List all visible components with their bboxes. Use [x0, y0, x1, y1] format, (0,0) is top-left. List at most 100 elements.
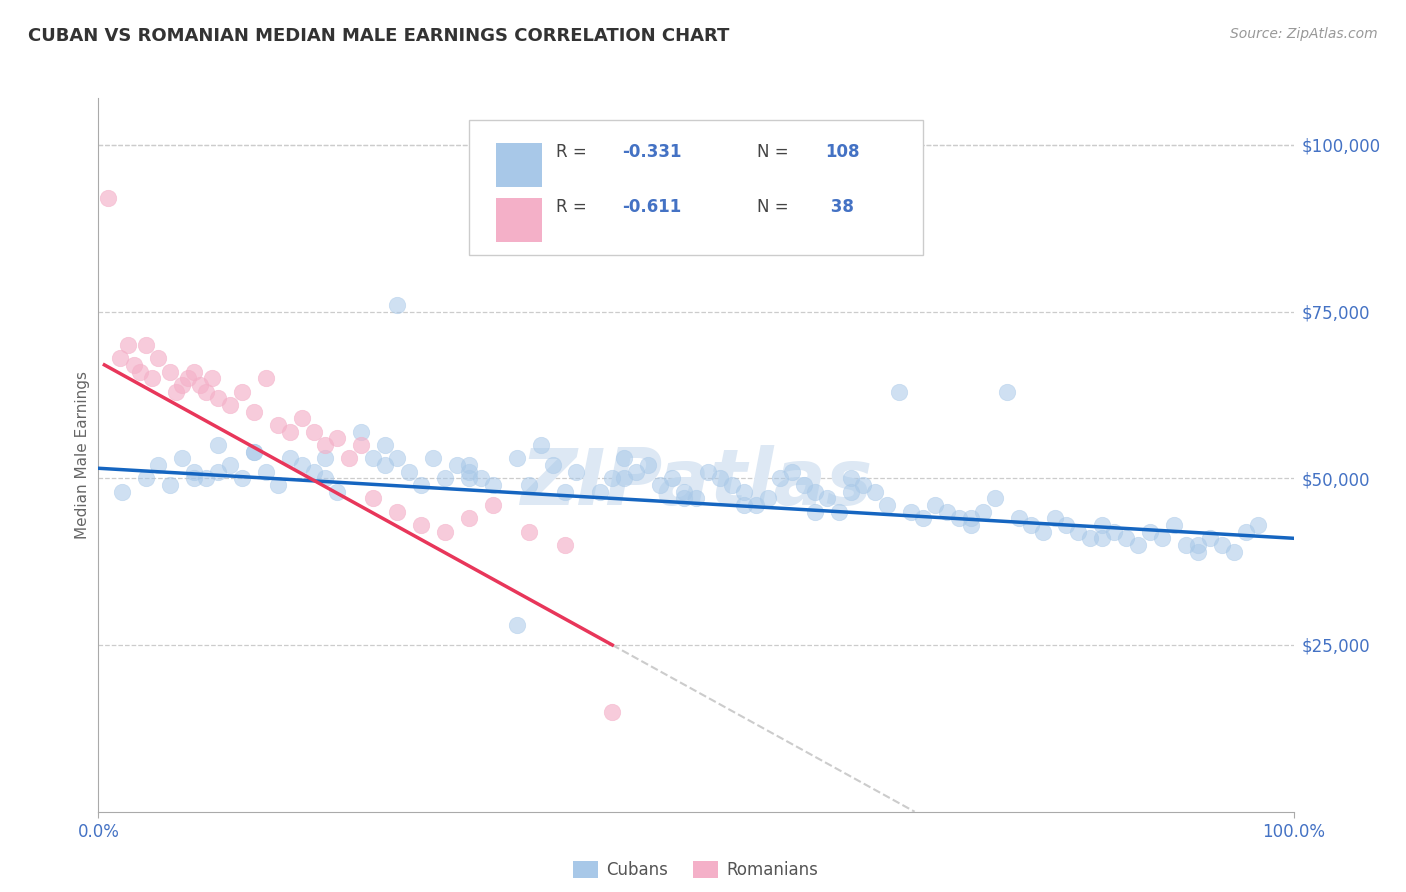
- Point: [506, 618, 529, 632]
- Point: [172, 377, 194, 392]
- Point: [385, 298, 409, 312]
- Point: [780, 465, 803, 479]
- Point: [194, 471, 218, 485]
- Point: [804, 505, 827, 519]
- Point: [959, 511, 981, 525]
- Point: [231, 384, 253, 399]
- Point: [433, 471, 456, 485]
- Point: [207, 391, 229, 405]
- Point: [1102, 524, 1125, 539]
- Point: [231, 471, 253, 485]
- Point: [243, 444, 266, 458]
- FancyBboxPatch shape: [496, 198, 541, 243]
- Point: [350, 438, 373, 452]
- FancyBboxPatch shape: [470, 120, 922, 255]
- Point: [481, 498, 505, 512]
- Point: [745, 498, 768, 512]
- Point: [411, 478, 433, 492]
- Point: [148, 351, 170, 366]
- Point: [315, 471, 337, 485]
- Point: [648, 478, 672, 492]
- Point: [1007, 511, 1029, 525]
- Point: [602, 471, 624, 485]
- Point: [97, 191, 120, 205]
- Point: [1054, 518, 1078, 533]
- Point: [458, 465, 481, 479]
- Point: [183, 365, 205, 379]
- Point: [219, 398, 242, 412]
- Point: [326, 431, 349, 445]
- FancyBboxPatch shape: [496, 143, 541, 187]
- Point: [111, 484, 134, 499]
- Point: [201, 371, 224, 385]
- Point: [1080, 531, 1102, 545]
- Point: [685, 491, 707, 506]
- Point: [804, 484, 827, 499]
- Point: [243, 444, 266, 458]
- Text: -0.611: -0.611: [621, 198, 681, 216]
- Point: [1222, 544, 1246, 558]
- Point: [661, 471, 683, 485]
- Point: [302, 465, 325, 479]
- Point: [565, 465, 588, 479]
- Point: [900, 505, 922, 519]
- Legend: Cubans, Romanians: Cubans, Romanians: [567, 854, 825, 886]
- Point: [637, 458, 659, 472]
- Point: [291, 458, 314, 472]
- Text: CUBAN VS ROMANIAN MEDIAN MALE EARNINGS CORRELATION CHART: CUBAN VS ROMANIAN MEDIAN MALE EARNINGS C…: [28, 27, 730, 45]
- Point: [697, 465, 720, 479]
- Point: [1043, 511, 1066, 525]
- Point: [756, 491, 779, 506]
- Point: [613, 451, 636, 466]
- Point: [243, 404, 266, 418]
- Point: [207, 465, 229, 479]
- Text: 108: 108: [825, 143, 859, 161]
- Point: [194, 384, 218, 399]
- Point: [959, 518, 981, 533]
- Point: [721, 478, 744, 492]
- Point: [177, 371, 200, 385]
- Point: [924, 498, 946, 512]
- Point: [254, 371, 277, 385]
- Text: R =: R =: [557, 143, 592, 161]
- Point: [793, 478, 815, 492]
- Point: [589, 484, 612, 499]
- Point: [148, 458, 170, 472]
- Point: [188, 377, 211, 392]
- Point: [733, 484, 755, 499]
- Text: N =: N =: [756, 143, 794, 161]
- Point: [159, 478, 181, 492]
- Point: [673, 491, 696, 506]
- Text: R =: R =: [557, 198, 592, 216]
- Point: [135, 471, 157, 485]
- Point: [374, 438, 396, 452]
- Point: [470, 471, 492, 485]
- Point: [481, 478, 505, 492]
- Point: [165, 384, 187, 399]
- Text: -0.331: -0.331: [621, 143, 682, 161]
- Point: [350, 425, 373, 439]
- Point: [1032, 524, 1054, 539]
- Point: [1091, 531, 1114, 545]
- Point: [768, 471, 790, 485]
- Point: [1019, 518, 1042, 533]
- Point: [385, 451, 409, 466]
- Point: [254, 465, 277, 479]
- Point: [1175, 538, 1198, 552]
- Point: [339, 451, 360, 466]
- Point: [1198, 531, 1220, 545]
- Point: [1246, 518, 1268, 533]
- Point: [1163, 518, 1185, 533]
- Point: [1067, 524, 1090, 539]
- Point: [302, 425, 325, 439]
- Point: [433, 524, 456, 539]
- Point: [1128, 538, 1150, 552]
- Point: [517, 478, 540, 492]
- Point: [446, 458, 468, 472]
- Point: [517, 524, 540, 539]
- Point: [315, 451, 337, 466]
- Point: [541, 458, 564, 472]
- Point: [984, 491, 1007, 506]
- Text: ZIPatlas: ZIPatlas: [520, 445, 872, 522]
- Point: [411, 518, 433, 533]
